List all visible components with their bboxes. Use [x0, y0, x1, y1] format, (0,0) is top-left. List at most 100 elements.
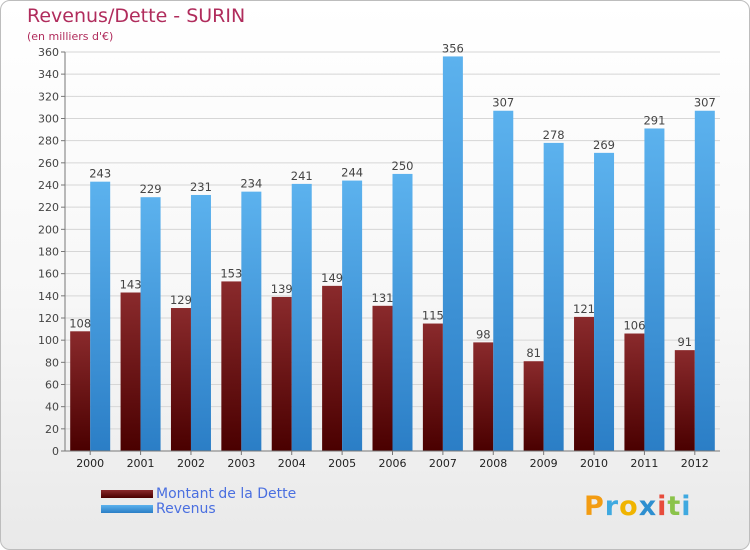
value-label-revenus-2003: 234 — [240, 177, 262, 191]
y-tick-label: 320 — [38, 90, 59, 103]
bar-dette-2003 — [221, 281, 242, 451]
bar-revenus-2000 — [90, 181, 111, 452]
bar-dette-2004 — [271, 296, 292, 451]
bar-revenus-2001 — [140, 197, 161, 451]
axes: 0 20 40 60 80 100 120 140 160 180 200 220 240 260 280 3… — [38, 46, 720, 470]
legend-label-dette: Montant de la Dette — [156, 486, 297, 502]
y-tick-label: 180 — [38, 246, 59, 259]
value-label-revenus-2008: 307 — [492, 96, 514, 110]
value-label-dette-2012: 91 — [677, 335, 692, 349]
y-tick-label: 240 — [38, 179, 59, 192]
logo-letter: r — [604, 491, 620, 522]
bar-revenus-2012 — [694, 110, 715, 451]
value-label-revenus-2002: 231 — [190, 180, 212, 194]
logo-letter: t — [667, 491, 682, 522]
value-label-revenus-2011: 291 — [643, 113, 665, 127]
bar-dette-2007 — [422, 323, 443, 451]
y-tick-label: 220 — [38, 201, 59, 214]
bar-revenus-2008 — [493, 110, 514, 451]
y-tick-label: 280 — [38, 135, 59, 148]
y-tick-label: 160 — [38, 268, 59, 281]
bar-revenus-2010 — [594, 152, 615, 451]
value-label-revenus-2000: 243 — [89, 167, 111, 181]
bar-revenus-2003 — [241, 191, 262, 451]
x-tick-label-2006: 2006 — [379, 457, 407, 470]
x-tick-label-2001: 2001 — [127, 457, 155, 470]
value-label-dette-2000: 108 — [69, 316, 91, 330]
x-tick-label-2008: 2008 — [479, 457, 507, 470]
bar-dette-2011 — [624, 333, 645, 451]
y-tick-label: 300 — [38, 113, 59, 126]
value-label-revenus-2005: 244 — [341, 166, 363, 180]
bar-dette-2002 — [170, 308, 191, 451]
bar-revenus-2007 — [442, 56, 463, 451]
chart-title: Revenus/Dette - SURIN — [27, 5, 246, 27]
x-tick-label-2010: 2010 — [580, 457, 608, 470]
y-tick-label: 360 — [38, 46, 59, 59]
x-tick-label-2002: 2002 — [177, 457, 205, 470]
proxiti-logo: Proxiti — [584, 491, 692, 522]
x-tick-label-2005: 2005 — [328, 457, 356, 470]
value-label-revenus-2009: 278 — [543, 128, 565, 142]
bar-dette-2000 — [70, 331, 91, 451]
y-tick-label: 340 — [38, 68, 59, 81]
value-label-dette-2006: 131 — [372, 291, 394, 305]
logo-letter: o — [619, 491, 639, 522]
value-label-dette-2010: 121 — [573, 302, 595, 316]
value-label-dette-2008: 98 — [476, 327, 491, 341]
value-label-revenus-2010: 269 — [593, 138, 615, 152]
y-tick-label: 100 — [38, 334, 59, 347]
value-label-revenus-2006: 250 — [392, 159, 414, 173]
bar-dette-2012 — [674, 350, 695, 451]
x-tick-label-2012: 2012 — [681, 457, 709, 470]
y-tick-label: 80 — [45, 356, 59, 369]
x-tick-label-2007: 2007 — [429, 457, 457, 470]
logo-letter: P — [584, 491, 605, 522]
bar-dette-2008 — [473, 342, 494, 451]
bar-dette-2009 — [523, 361, 544, 451]
y-tick-label: 0 — [52, 445, 59, 458]
bars — [70, 56, 715, 452]
value-label-revenus-2001: 229 — [140, 182, 162, 196]
bar-dette-2001 — [120, 292, 141, 451]
value-label-dette-2002: 129 — [170, 293, 192, 307]
value-labels: 108 243 143 229 129 231 153 234 139 241 149 244 131 2… — [69, 41, 716, 360]
x-tick-label-2000: 2000 — [76, 457, 104, 470]
value-label-dette-2011: 106 — [623, 319, 645, 333]
legend-label-revenus: Revenus — [156, 501, 216, 517]
bar-revenus-2004 — [291, 183, 312, 451]
bar-revenus-2011 — [644, 128, 665, 451]
bar-dette-2005 — [322, 285, 343, 451]
y-tick-label: 20 — [45, 423, 59, 436]
bar-revenus-2005 — [342, 180, 363, 452]
y-tick-label: 200 — [38, 223, 59, 236]
value-label-dette-2007: 115 — [422, 309, 444, 323]
y-tick-label: 40 — [45, 401, 59, 414]
bar-revenus-2009 — [543, 142, 564, 451]
x-tick-label-2003: 2003 — [227, 457, 255, 470]
logo-letter: i — [657, 491, 668, 522]
x-tick-label-2004: 2004 — [278, 457, 306, 470]
chart-subtitle: (en milliers d'€) — [27, 30, 114, 43]
x-tick-label-2009: 2009 — [530, 457, 558, 470]
value-label-dette-2004: 139 — [271, 282, 293, 296]
value-label-dette-2003: 153 — [220, 266, 242, 280]
x-tick-label-2011: 2011 — [630, 457, 658, 470]
value-label-dette-2009: 81 — [526, 346, 541, 360]
value-label-revenus-2004: 241 — [291, 169, 313, 183]
y-tick-label: 260 — [38, 157, 59, 170]
y-tick-label: 140 — [38, 290, 59, 303]
bar-dette-2006 — [372, 305, 393, 451]
logo-letter: i — [681, 491, 692, 522]
bar-dette-2010 — [574, 316, 595, 451]
legend-swatch-dette — [101, 490, 153, 498]
logo-letter: x — [638, 491, 658, 522]
value-label-dette-2001: 143 — [120, 278, 142, 292]
bar-revenus-2002 — [190, 194, 211, 451]
y-tick-label: 60 — [45, 379, 59, 392]
legend-swatch-revenus — [101, 505, 153, 513]
bar-revenus-2006 — [392, 173, 413, 451]
value-label-revenus-2007: 356 — [442, 41, 464, 55]
